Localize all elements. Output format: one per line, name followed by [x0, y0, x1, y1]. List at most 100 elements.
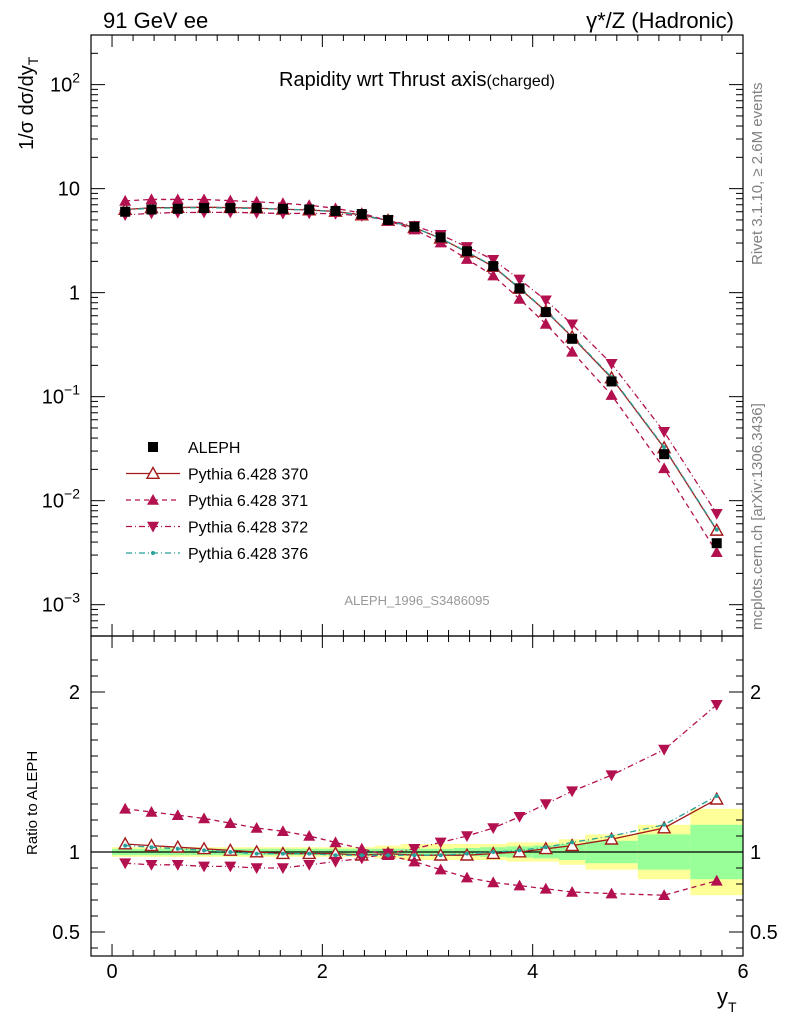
ratio-frame — [90, 635, 744, 957]
series-marker-ratio-4 — [254, 851, 259, 856]
data-point-aleph — [383, 214, 394, 225]
series-marker-ratio-3 — [119, 858, 132, 870]
series-marker-ratio-4 — [662, 822, 667, 827]
series-marker-ratio-2 — [513, 879, 526, 891]
series-marker-ratio-3 — [513, 812, 526, 823]
legend-marker — [147, 494, 159, 505]
series-marker-ratio-1 — [564, 838, 580, 852]
series-marker-ratio-2 — [710, 874, 723, 886]
series-marker-main-2 — [460, 253, 473, 264]
series-marker-main-3 — [566, 319, 579, 331]
legend-label: Pythia 6.428 370 — [188, 467, 308, 484]
x-axis-label: yT — [717, 984, 737, 1015]
legend-label: Pythia 6.428 371 — [188, 493, 308, 510]
legend-entry: ALEPH — [148, 440, 240, 457]
series-marker-ratio-1 — [709, 791, 724, 805]
series-marker-main-2 — [487, 269, 500, 281]
watermark-label: ALEPH_1996_S3486095 — [344, 593, 489, 608]
main-y-tick-label: 1 — [69, 283, 80, 305]
series-marker-ratio-4 — [280, 851, 285, 856]
data-point-aleph — [514, 283, 525, 294]
series-marker-ratio-3 — [710, 700, 723, 711]
legend-label: Pythia 6.428 376 — [188, 546, 308, 563]
data-point-aleph — [146, 204, 157, 215]
series-marker-ratio-4 — [412, 853, 417, 858]
series-marker-ratio-2 — [658, 889, 671, 900]
series-marker-ratio-2 — [119, 802, 132, 814]
series-marker-ratio-4 — [570, 840, 575, 845]
legend-marker — [147, 521, 159, 533]
ratio-y-tick-labels: 0.5 0.5 1 1 2 2 — [52, 682, 778, 944]
series-marker-ratio-2 — [276, 825, 289, 836]
data-point-aleph — [199, 203, 210, 214]
data-point-aleph — [659, 449, 670, 460]
series-marker-main-4 — [714, 527, 719, 532]
header-right: γ*/Z (Hadronic) — [586, 8, 734, 33]
legend-label: Pythia 6.428 372 — [188, 520, 308, 537]
main-y-tick-label: 102 — [50, 70, 80, 97]
ratio-y-tick-label-right: 2 — [750, 682, 761, 704]
data-point-aleph — [330, 205, 341, 216]
x-tick-label: 4 — [527, 961, 538, 983]
series-marker-main-2 — [566, 345, 579, 357]
main-plot-area — [117, 193, 724, 557]
series-marker-ratio-3 — [171, 860, 184, 871]
ratio-y-tick-label-left: 0.5 — [52, 922, 80, 944]
main-y-tick-label: 10−1 — [42, 382, 80, 409]
x-tick-label: 2 — [317, 961, 328, 983]
series-marker-main-4 — [662, 445, 667, 450]
legend-label: ALEPH — [188, 440, 240, 457]
series-marker-ratio-3 — [460, 831, 473, 842]
series-marker-ratio-4 — [464, 851, 469, 856]
series-marker-ratio-2 — [355, 842, 368, 854]
series-marker-ratio-3 — [198, 861, 211, 873]
series-marker-ratio-2 — [408, 855, 421, 867]
series-marker-ratio-2 — [539, 882, 552, 894]
legend: ALEPH Pythia 6.428 370 Pythia 6.428 371 Pyt… — [126, 440, 308, 563]
main-y-tick-label: 10 — [58, 179, 80, 201]
ratio-y-tick-label-right: 0.5 — [750, 922, 778, 944]
series-marker-ratio-3 — [224, 861, 237, 873]
x-tick-label: 0 — [106, 961, 117, 983]
data-point-aleph — [172, 203, 183, 214]
series-marker-ratio-4 — [517, 848, 522, 853]
series-marker-main-2 — [513, 292, 526, 304]
series-marker-ratio-3 — [276, 863, 289, 874]
series-marker-main-3 — [605, 358, 618, 370]
data-point-aleph — [606, 376, 617, 387]
data-point-aleph — [251, 203, 262, 214]
series-marker-ratio-2 — [198, 812, 211, 824]
chart-title: Rapidity wrt Thrust axis(charged) — [279, 69, 555, 91]
data-point-aleph — [120, 206, 131, 217]
series-marker-ratio-4 — [149, 845, 154, 850]
series-marker-ratio-3 — [250, 863, 263, 874]
series-marker-ratio-3 — [566, 786, 579, 798]
series-marker-ratio-4 — [202, 848, 207, 853]
series-marker-ratio-3 — [658, 744, 671, 756]
series-marker-ratio-2 — [303, 830, 316, 841]
series-marker-ratio-2 — [250, 822, 263, 833]
series-marker-ratio-4 — [359, 853, 364, 858]
legend-marker — [148, 442, 158, 452]
series-marker-main-2 — [710, 546, 723, 557]
data-point-aleph — [488, 261, 499, 272]
series-marker-ratio-4 — [714, 794, 719, 798]
series-marker-ratio-3 — [605, 770, 618, 782]
series-marker-ratio-4 — [386, 853, 391, 858]
data-point-aleph — [540, 307, 551, 318]
series-marker-ratio-2 — [329, 836, 342, 848]
data-point-aleph — [435, 232, 446, 243]
series-marker-ratio-4 — [609, 834, 614, 838]
legend-entry: Pythia 6.428 376 — [126, 546, 308, 563]
series-marker-ratio-2 — [460, 871, 473, 883]
mcplots-source-label: mcplots.cern.ch [arXiv:1306.3436] — [749, 403, 766, 630]
series-marker-ratio-3 — [329, 856, 342, 868]
series-marker-ratio-4 — [333, 853, 338, 858]
ratio-panel: 0.5 0.5 1 1 2 2 Ratio to ALEPH 0 2 4 6 yT — [24, 635, 778, 1015]
series-marker-main-3 — [513, 274, 526, 286]
series-marker-ratio-4 — [438, 853, 443, 858]
series-marker-ratio-2 — [566, 886, 579, 897]
series-marker-main-2 — [224, 194, 237, 206]
series-marker-main-3 — [710, 508, 723, 520]
